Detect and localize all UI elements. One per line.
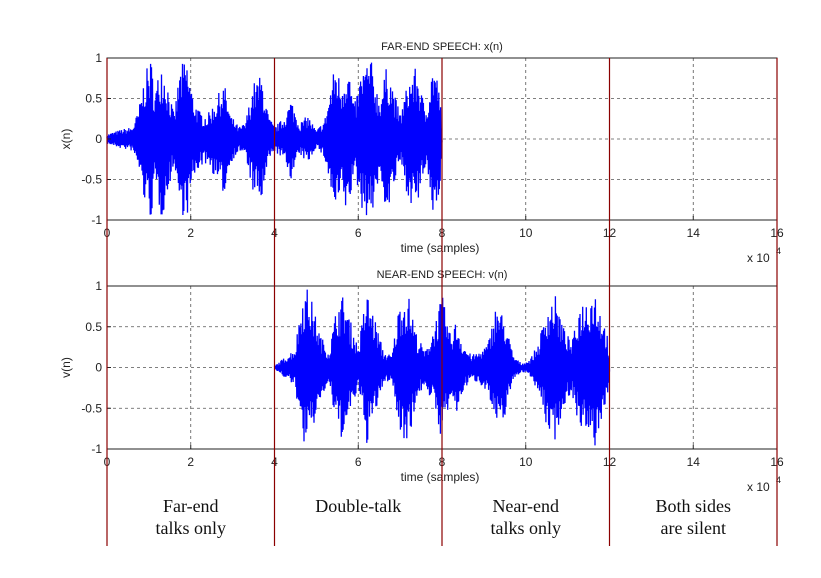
y-tick-label: -1 — [91, 442, 102, 456]
region-label-line: Near-end — [492, 496, 559, 516]
region-label: Double-talk — [315, 496, 401, 516]
region-label-line: Both sides — [655, 496, 731, 516]
x-multiplier-label: x 10 — [747, 480, 770, 494]
x-tick-label: 6 — [355, 455, 362, 469]
x-multiplier-exponent: 4 — [776, 475, 781, 485]
x-tick-label: 14 — [687, 226, 701, 240]
x-tick-label: 2 — [187, 455, 194, 469]
region-divider-lines — [106, 58, 778, 546]
x-axis-label: time (samples) — [401, 470, 480, 484]
y-tick-label: -0.5 — [81, 173, 102, 187]
x-tick-label: 10 — [519, 226, 533, 240]
y-tick-label: 0 — [95, 361, 102, 375]
y-tick-label: 1 — [95, 51, 102, 65]
y-tick-label: 0.5 — [85, 92, 102, 106]
y-tick-label: 0 — [95, 132, 102, 146]
y-tick-label: -0.5 — [81, 401, 102, 415]
region-label: Both sides are silent — [655, 496, 731, 538]
y-tick-label: 0.5 — [85, 320, 102, 334]
x-axis-label: time (samples) — [401, 241, 480, 255]
chart-title: FAR-END SPEECH: x(n) — [381, 41, 503, 53]
x-tick-label: 14 — [687, 455, 701, 469]
region-label-line: are silent — [661, 518, 726, 538]
x-tick-label: 10 — [519, 455, 533, 469]
region-label-line: Far-end — [163, 496, 219, 516]
region-label: Near-end talks only — [491, 496, 562, 538]
y-tick-label: -1 — [91, 213, 102, 227]
y-axis-label: x(n) — [59, 129, 73, 150]
x-tick-label: 6 — [355, 226, 362, 240]
x-tick-label: 2 — [187, 226, 194, 240]
region-label-line: talks only — [156, 518, 227, 538]
x-multiplier-label: x 10 — [747, 251, 770, 265]
y-axis-label: v(n) — [59, 357, 73, 378]
region-label-line: talks only — [491, 518, 562, 538]
region-label: Far-end talks only — [156, 496, 227, 538]
x-multiplier-exponent: 4 — [776, 246, 781, 256]
y-tick-label: 1 — [95, 279, 102, 293]
region-label-line: Double-talk — [315, 496, 401, 516]
